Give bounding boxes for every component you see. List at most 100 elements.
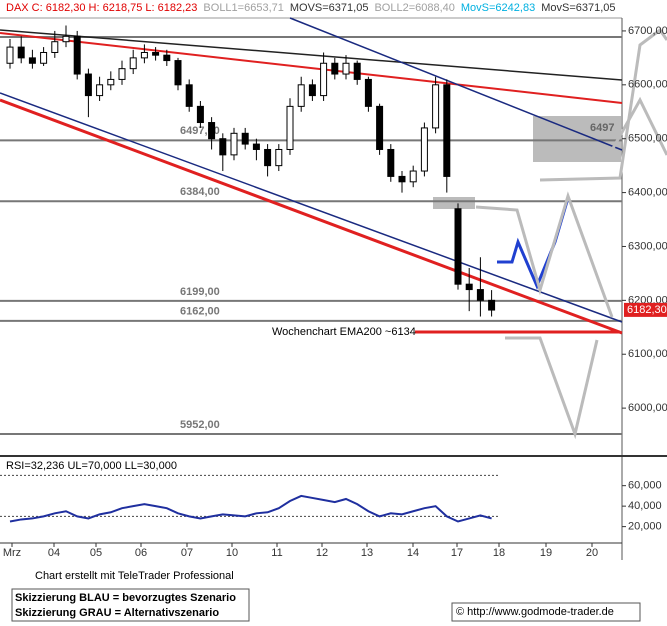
candle-body	[376, 105, 384, 150]
candle-body	[320, 62, 328, 97]
header-item: BOLL1=6653,71	[203, 2, 283, 14]
candle-body	[420, 127, 428, 172]
y-tick-label: 6400,00	[628, 186, 667, 198]
candle-body	[129, 57, 137, 70]
candle-body	[353, 62, 361, 80]
grey-scenario	[539, 27, 667, 182]
candle-body	[308, 84, 316, 97]
y-tick-label: 6300,00	[628, 240, 667, 252]
x-tick-label: 10	[226, 547, 238, 559]
trend-line	[0, 92, 623, 323]
trend-line	[289, 17, 623, 151]
header-item: MOVS=6371,05	[290, 2, 369, 14]
legend-text: Skizzierung BLAU = bevorzugtes Szenario	[15, 592, 236, 604]
box-label: 6497	[590, 122, 614, 134]
rsi-title: RSI=32,236 UL=70,000 LL=30,000	[6, 460, 177, 472]
candle-body	[62, 35, 70, 43]
y-tick-label: 6700,00	[628, 25, 667, 37]
candle-body	[241, 132, 249, 145]
x-tick-label: 11	[271, 547, 282, 559]
x-tick-label: Mrz	[3, 547, 21, 559]
legend-text: Skizzierung GRAU = Alternativszenario	[15, 607, 219, 619]
level-label: 6162,00	[180, 306, 220, 318]
candle-body	[443, 84, 451, 177]
candle-body	[40, 51, 48, 64]
candle-body	[84, 73, 92, 97]
candle-body	[264, 148, 272, 167]
y-tick-label: 6500,00	[628, 133, 667, 145]
header-item: DAX C: 6182,30 H: 6218,75 L: 6182,23	[6, 2, 197, 14]
y-tick-label: 20,000	[628, 521, 662, 533]
candle-body	[297, 84, 305, 107]
candle-body	[387, 148, 395, 177]
level-label: 6199,00	[180, 286, 220, 298]
candle-body	[219, 138, 227, 156]
candle-body	[163, 54, 171, 62]
x-tick-label: 06	[135, 547, 147, 559]
candle-body	[152, 51, 160, 56]
candle-body	[51, 41, 59, 53]
grey-scenario	[610, 96, 667, 156]
y-tick-label: 40,000	[628, 500, 662, 512]
candle-body	[398, 175, 406, 183]
candle-body	[342, 62, 350, 75]
candle-body	[96, 84, 104, 97]
header-item: MovS=6371,05	[541, 2, 615, 14]
candle-body	[107, 78, 115, 86]
x-tick-label: 12	[316, 547, 328, 559]
candle-body	[454, 208, 462, 285]
candle-body	[432, 84, 440, 129]
candle-body	[488, 299, 496, 311]
target-box	[533, 116, 621, 162]
site-box	[451, 602, 641, 622]
candle-body	[465, 283, 473, 291]
candle-body	[118, 68, 126, 80]
y-tick-label: 60,000	[628, 480, 662, 492]
x-tick-label: 19	[540, 547, 552, 559]
candle-body	[28, 57, 36, 64]
header-item: BOLL2=6088,40	[374, 2, 454, 14]
y-tick-label: 6100,00	[628, 348, 667, 360]
gap-box	[433, 197, 475, 209]
candle-body	[208, 122, 216, 140]
x-tick-label: 14	[407, 547, 419, 559]
level-label: 6384,00	[180, 186, 220, 198]
header-item: MovS=6242,83	[461, 2, 535, 14]
candle-body	[185, 84, 193, 107]
x-tick-label: 07	[181, 547, 193, 559]
trend-line	[0, 98, 623, 335]
site: © http://www.godmode-trader.de	[456, 606, 614, 618]
candle-body	[17, 46, 25, 59]
candle-body	[275, 148, 283, 167]
x-tick-label: 20	[586, 547, 598, 559]
credit: Chart erstellt mit TeleTrader Profession…	[35, 570, 234, 582]
x-tick-label: 05	[90, 547, 102, 559]
x-tick-label: 13	[361, 547, 373, 559]
grey-scenario	[505, 336, 599, 440]
candle-body	[364, 78, 372, 107]
x-tick-label: 17	[451, 547, 463, 559]
y-tick-label: 6600,00	[628, 79, 667, 91]
candle-body	[476, 289, 484, 301]
candle-body	[331, 62, 339, 75]
rsi-line	[9, 494, 492, 523]
x-tick-label: 04	[48, 547, 60, 559]
candle-body	[6, 46, 14, 64]
candle-body	[174, 60, 182, 86]
annotation: Wochenchart EMA200 ~6134	[272, 326, 416, 338]
grey-scenario	[475, 191, 614, 318]
candle-body	[286, 105, 294, 150]
legend-box	[11, 588, 250, 622]
last-price-label: 6182,30	[627, 304, 667, 316]
candle-body	[140, 51, 148, 59]
candle-body	[73, 35, 81, 75]
x-tick-label: 18	[493, 547, 505, 559]
trend-line	[0, 29, 623, 81]
level-label: 5952,00	[180, 419, 220, 431]
candle-body	[409, 170, 417, 183]
candle-body	[196, 105, 204, 124]
candle-body	[252, 143, 260, 150]
trend-line	[0, 32, 623, 104]
